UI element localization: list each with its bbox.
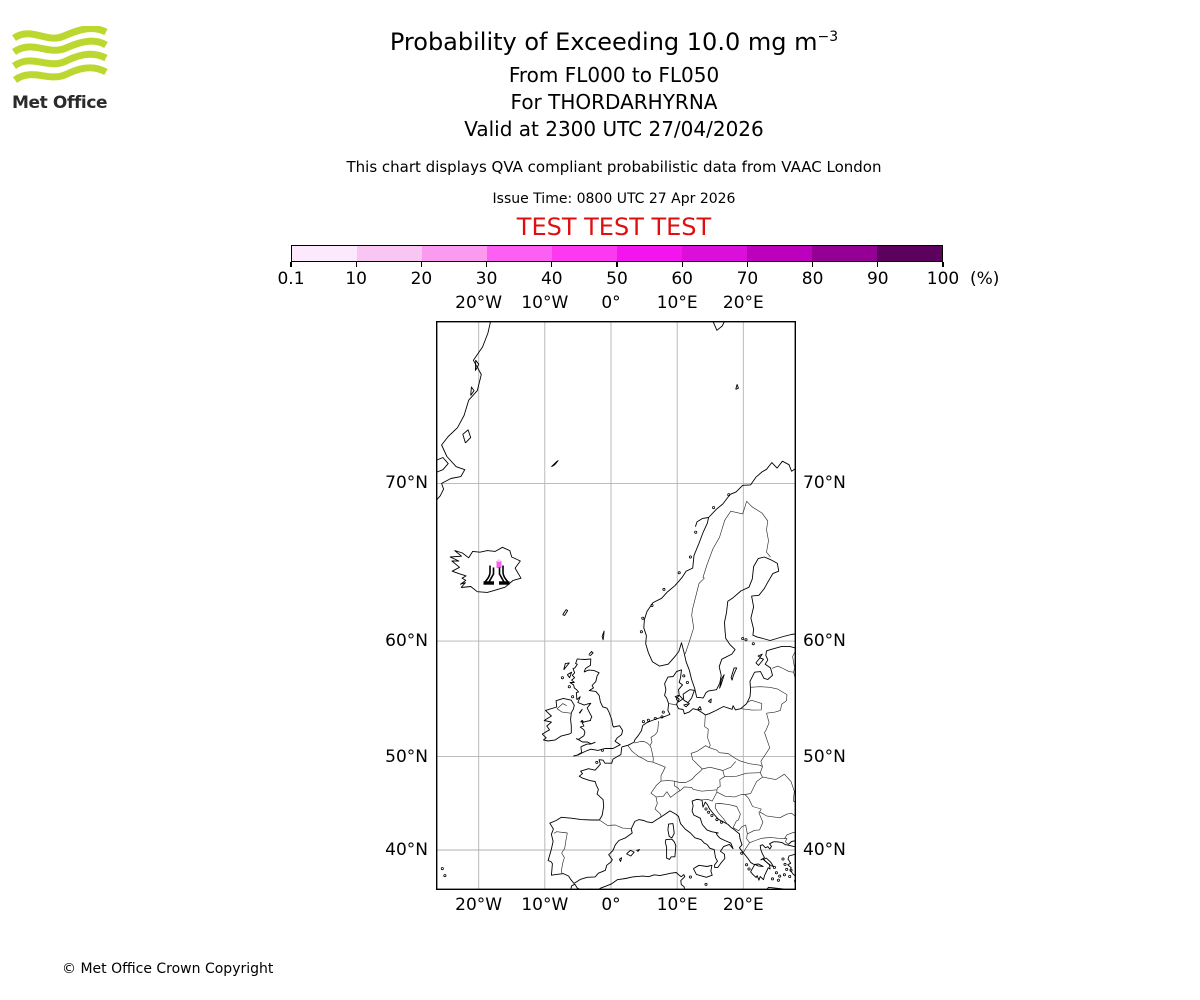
colorbar-tick-label: 40 <box>540 269 563 289</box>
colorbar-segment <box>487 246 552 261</box>
page-title: Probability of Exceeding 10.0 mg m−3 <box>14 28 1200 56</box>
test-banner: TEST TEST TEST <box>516 213 712 241</box>
colorbar-segment <box>552 246 617 261</box>
colorbar-tick-label: 90 <box>866 269 889 289</box>
colorbar-tick-label: 100 <box>926 269 960 289</box>
logo-wordmark: Met Office <box>12 93 108 113</box>
colorbar-tick-label: 0.1 <box>277 269 305 289</box>
colorbar-tick <box>290 262 292 267</box>
colorbar-tick <box>942 262 944 267</box>
lat-tick-label-right: 70°N <box>803 473 846 494</box>
colorbar-segment <box>357 246 422 261</box>
subtitle-volcano: For THORDARHYRNA <box>510 90 718 114</box>
colorbar-tick-label: 70 <box>736 269 759 289</box>
lat-tick-label-right: 60°N <box>803 631 846 652</box>
lon-tick-label-bottom: 10°W <box>521 895 569 915</box>
map-plot <box>436 321 796 890</box>
lat-tick-label-left: 60°N <box>385 631 428 652</box>
colorbar-tick-label: 20 <box>410 269 433 289</box>
met-office-logo: Met Office <box>11 25 116 113</box>
map-gridlines <box>436 321 796 890</box>
subtitle-block: From FL000 to FL050 For THORDARHYRNA Val… <box>14 62 1200 143</box>
colorbar-segment <box>617 246 682 261</box>
colorbar-tick-label: 80 <box>801 269 824 289</box>
lat-tick-label-right: 50°N <box>803 746 846 767</box>
title-exponent: −3 <box>817 29 839 45</box>
colorbar-tick-label: 50 <box>606 269 628 289</box>
lon-tick-label-bottom: 0° <box>601 895 621 915</box>
map-frame <box>436 321 796 890</box>
qva-note: This chart displays QVA compliant probab… <box>346 158 882 176</box>
colorbar-tick <box>746 262 748 267</box>
lon-tick-label-bottom: 10°E <box>656 895 698 915</box>
country-borders <box>553 500 796 874</box>
colorbar-segment <box>292 246 357 261</box>
colorbar-gradient <box>291 245 943 262</box>
colorbar-segment <box>812 246 877 261</box>
colorbar-tick <box>877 262 879 267</box>
colorbar-tick <box>681 262 683 267</box>
colorbar-tick <box>812 262 814 267</box>
colorbar-segment <box>682 246 747 261</box>
logo-waves-icon <box>11 25 108 84</box>
title-text: Probability of Exceeding 10.0 mg m <box>389 28 818 56</box>
lon-tick-label-bottom: 20°W <box>455 895 503 915</box>
colorbar-tick-label: 10 <box>345 269 368 289</box>
lon-tick-label-top: 0° <box>601 293 621 313</box>
colorbar-tick-label: 30 <box>475 269 498 289</box>
lon-tick-label-top: 10°W <box>521 293 569 313</box>
colorbar-segment <box>877 246 942 261</box>
colorbar-tick <box>420 262 422 267</box>
lat-tick-label-left: 40°N <box>385 840 428 860</box>
colorbar-tick <box>486 262 488 267</box>
subtitle-valid-time: Valid at 2300 UTC 27/04/2026 <box>464 117 764 141</box>
lon-tick-label-top: 20°W <box>455 293 503 313</box>
issue-time: Issue Time: 0800 UTC 27 Apr 2026 <box>492 191 736 207</box>
small-islands <box>440 493 796 886</box>
colorbar-segment <box>422 246 487 261</box>
volcano-icon <box>483 565 510 585</box>
lon-tick-label-top: 10°E <box>656 293 698 313</box>
lat-tick-label-left: 50°N <box>385 746 428 767</box>
colorbar-tick <box>616 262 618 267</box>
lat-tick-label-right: 40°N <box>803 840 846 860</box>
lon-tick-label-bottom: 20°E <box>722 895 764 915</box>
probability-contour <box>496 559 502 568</box>
lon-tick-label-top: 20°E <box>722 293 764 313</box>
colorbar-segment <box>747 246 812 261</box>
colorbar-legend: 0.1 10 20 30 40 50 60 70 80 90 100 (%) <box>277 245 999 290</box>
subtitle-flight-levels: From FL000 to FL050 <box>508 63 720 87</box>
coastlines <box>436 321 796 890</box>
copyright-note: © Met Office Crown Copyright <box>62 961 274 977</box>
colorbar-tick <box>355 262 357 267</box>
colorbar-unit: (%) <box>970 269 1000 289</box>
colorbar-tick-label: 60 <box>671 269 694 289</box>
colorbar-tick <box>551 262 553 267</box>
lat-tick-label-left: 70°N <box>385 473 428 494</box>
